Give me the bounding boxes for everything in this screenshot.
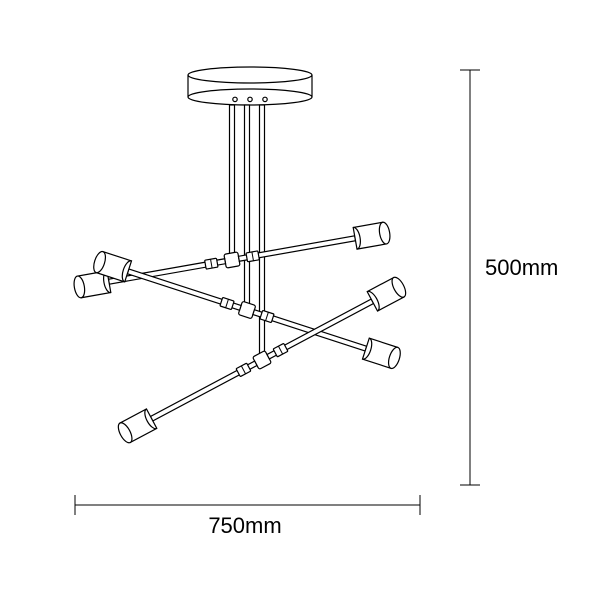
dimension-diagram: 750mm 500mm xyxy=(0,0,600,600)
width-label: 750mm xyxy=(208,513,281,538)
height-label: 500mm xyxy=(485,255,558,280)
fixture xyxy=(73,67,409,445)
dimensions: 750mm 500mm xyxy=(75,70,558,538)
rods xyxy=(230,105,265,360)
canopy xyxy=(188,67,312,105)
